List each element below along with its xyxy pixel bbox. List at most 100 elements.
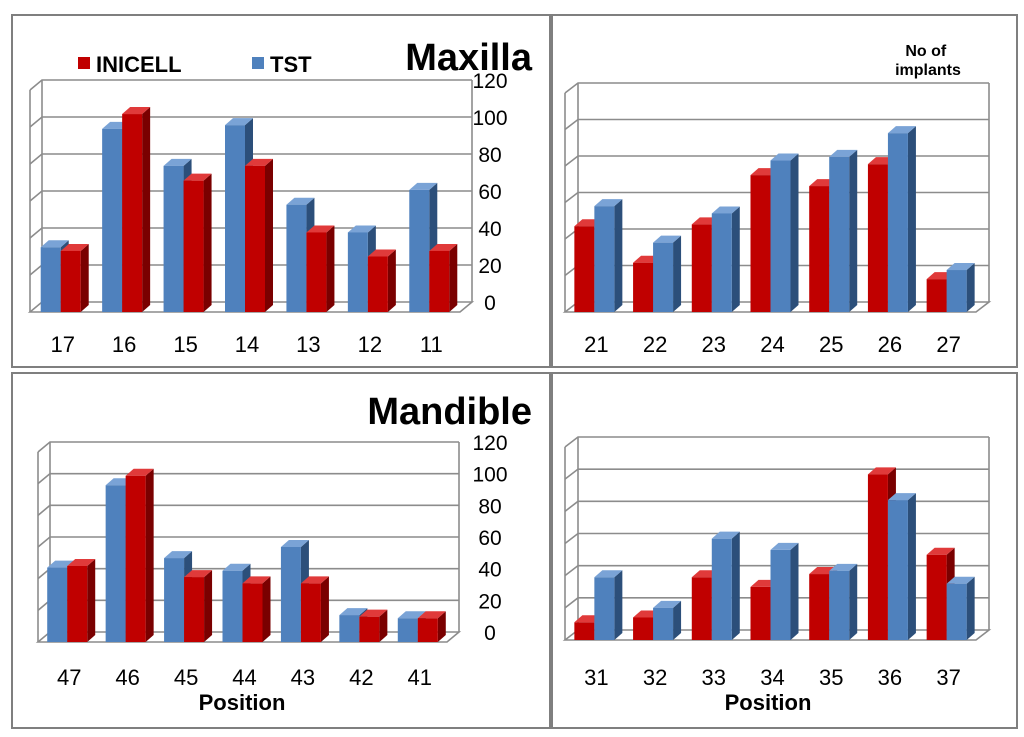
bar-inicell-14 [245, 158, 273, 312]
bar-inicell-42 [359, 609, 388, 642]
bar-top [242, 576, 271, 584]
bar-top [222, 563, 251, 571]
y-tick-label: 20 [478, 590, 501, 613]
bar-front [653, 242, 674, 312]
bar-front [633, 617, 654, 640]
x-tick-label-35: 35 [819, 665, 843, 690]
bar-inicell-17 [60, 243, 89, 312]
bar-inicell-41 [417, 611, 446, 642]
bar-top [770, 542, 799, 550]
bar-side [790, 542, 799, 640]
bar-top [887, 493, 916, 501]
bar-top [125, 468, 154, 476]
bar-front [926, 554, 947, 640]
legend-label-inicell: INICELL [96, 52, 182, 77]
bar-side [142, 107, 151, 312]
bar-top [946, 576, 975, 584]
bar-front [829, 570, 850, 640]
bar-side [790, 153, 799, 312]
bar-top [770, 153, 799, 161]
y-tick-label: 0 [484, 292, 496, 315]
bar-front [574, 622, 595, 640]
bar-top [594, 199, 623, 207]
bar-side [379, 609, 388, 642]
bar-front [770, 549, 791, 640]
bar-top [867, 467, 896, 475]
bar-front [750, 586, 771, 640]
mandible-title: Mandible [367, 391, 532, 433]
bar-top [164, 551, 193, 559]
bar-front [809, 186, 830, 312]
y-tick-label: 60 [478, 527, 501, 550]
bar-front [184, 577, 205, 642]
bar-front [574, 226, 595, 312]
legend-swatch-tst [252, 57, 264, 69]
bar-inicell-16 [122, 107, 151, 312]
x-tick-label-34: 34 [760, 665, 784, 690]
bar-front [122, 114, 143, 312]
bar-front [347, 232, 368, 312]
bar-side [673, 235, 682, 312]
x-tick-label-24: 24 [760, 332, 784, 357]
bar-front [711, 538, 732, 640]
bar-front [105, 485, 126, 642]
chart-mandible-left: 31 32 33 34 35 36 37 [562, 436, 992, 690]
bar-top [280, 540, 309, 547]
bar-top [367, 249, 396, 257]
bar-front [286, 204, 307, 312]
bar-top [946, 263, 975, 271]
bar-front [887, 133, 908, 312]
y-tick-label: 40 [478, 559, 501, 582]
bar-tst-36 [887, 493, 916, 640]
xlabel-mandible-left: Position [725, 690, 812, 715]
bar-inicell-15 [183, 173, 212, 312]
x-tick-label-26: 26 [878, 332, 902, 357]
bar-inicell-46 [125, 468, 154, 642]
bar-side [145, 468, 154, 642]
x-tick-label-25: 25 [819, 332, 843, 357]
bar-side [320, 576, 329, 642]
bar-front [183, 180, 204, 312]
bar-front [711, 213, 732, 312]
bar-front [245, 165, 265, 312]
bar-front [60, 250, 81, 312]
bar-top [60, 243, 89, 251]
bar-top [711, 206, 740, 214]
xlabel-mandible-right: Position [199, 690, 286, 715]
bar-front [242, 583, 263, 642]
annotation-no-of-implants: No of implants [895, 43, 961, 79]
bar-side [731, 531, 740, 640]
bar-front [306, 232, 327, 312]
x-tick-label-16: 16 [112, 332, 136, 357]
bar-side [673, 600, 682, 640]
bar-side [326, 225, 335, 312]
bar-front [594, 577, 615, 640]
bar-front [887, 500, 908, 640]
x-tick-label-46: 46 [115, 665, 139, 690]
bar-top [417, 611, 446, 619]
bar-front [359, 616, 380, 642]
bar-tst-26 [887, 126, 916, 313]
bar-inicell-13 [306, 225, 335, 312]
x-tick-label-14: 14 [235, 332, 259, 357]
y-tick-label: 20 [478, 255, 501, 278]
bar-top [429, 243, 458, 251]
bar-top [594, 570, 623, 578]
bar-front [770, 160, 791, 312]
bar-front [867, 164, 888, 312]
bar-top [67, 559, 96, 566]
bar-side [731, 206, 740, 312]
bar-front [829, 156, 850, 312]
bar-side [265, 158, 273, 312]
bar-side [907, 126, 916, 313]
x-tick-label-36: 36 [878, 665, 902, 690]
bar-front [417, 618, 438, 642]
bar-top [225, 118, 253, 126]
bar-front [691, 577, 712, 640]
bar-front [409, 189, 430, 312]
bar-tst-31 [594, 570, 623, 640]
bar-front [397, 618, 418, 642]
legend-swatch-inicell [78, 57, 90, 69]
bar-top [711, 531, 740, 539]
